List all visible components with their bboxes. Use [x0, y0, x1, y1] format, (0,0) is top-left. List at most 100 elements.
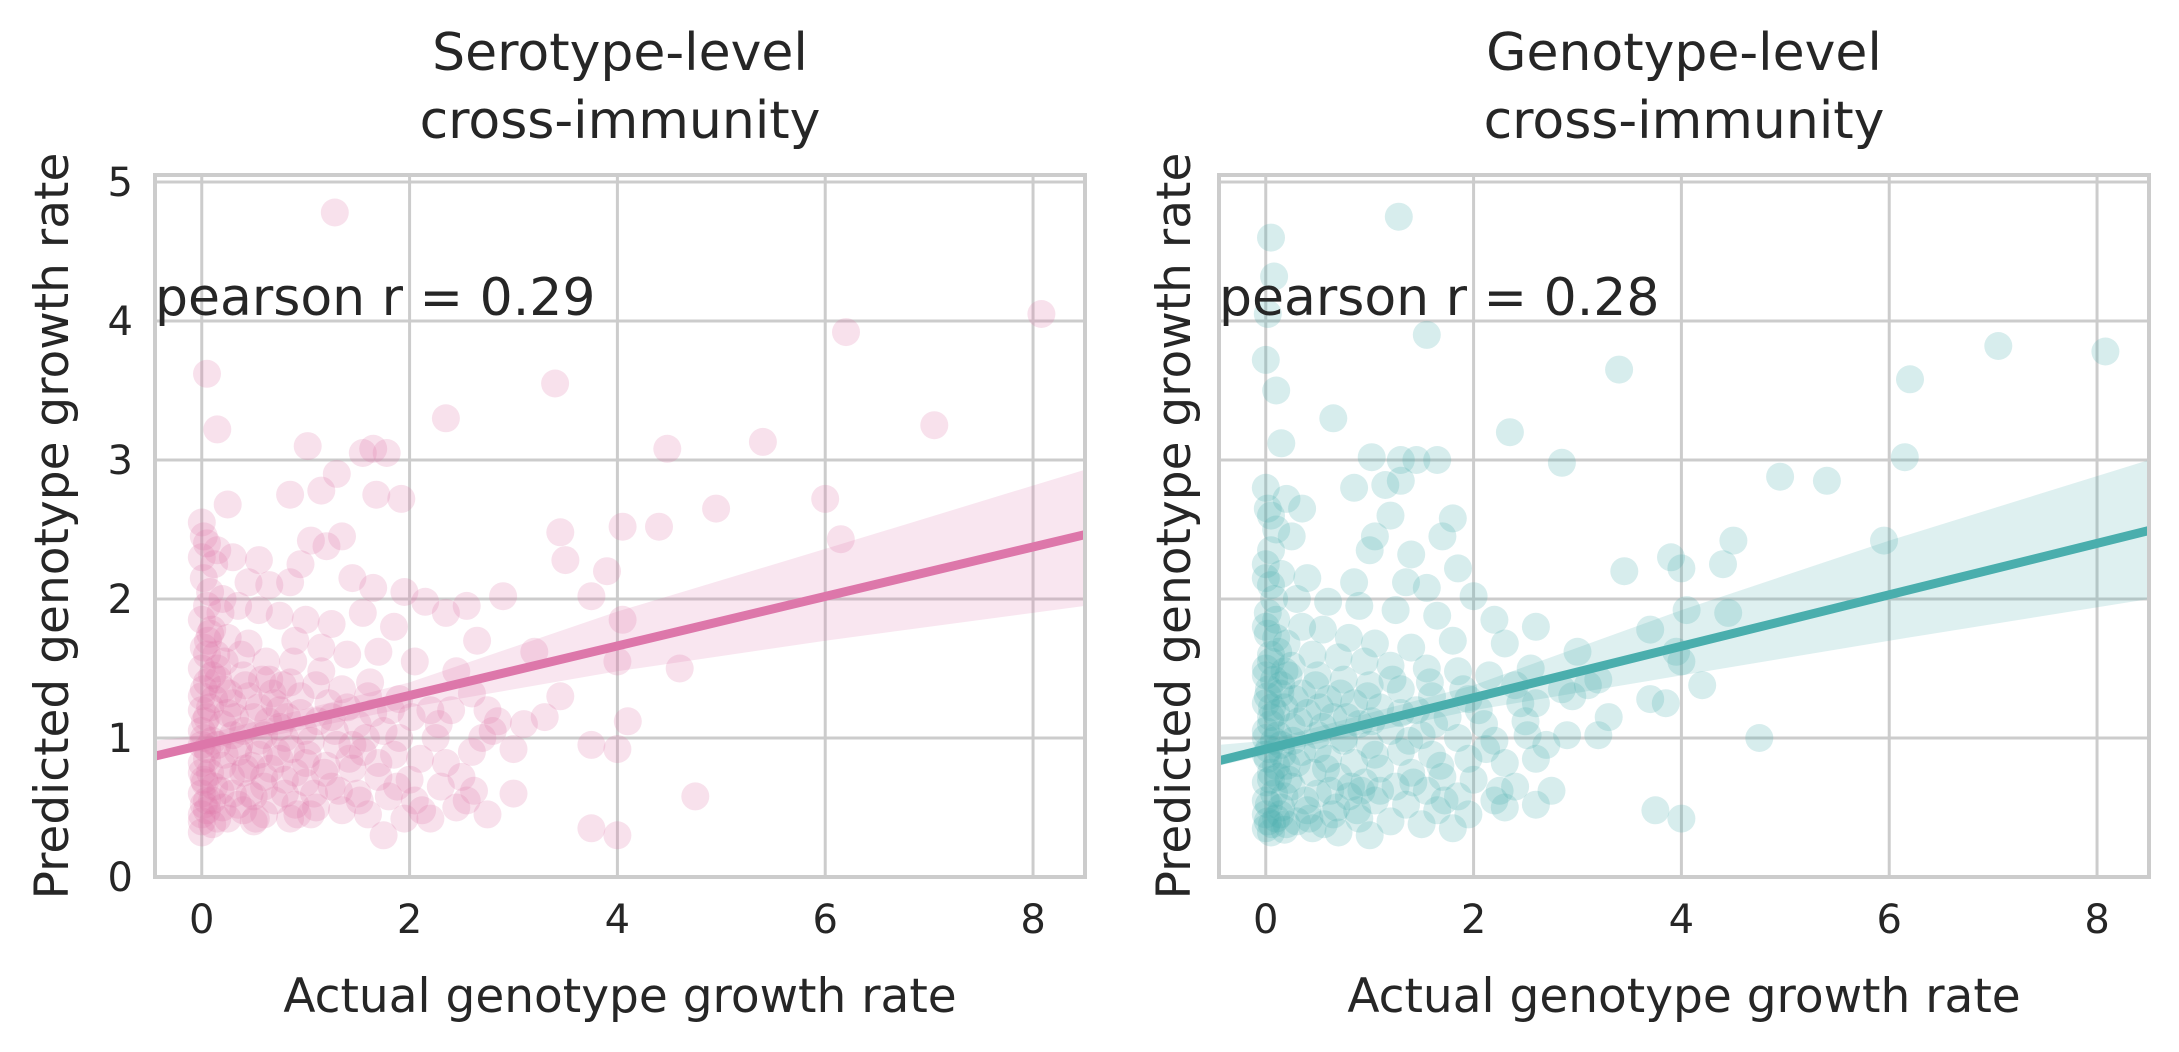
pearson-annotation: pearson r = 0.28: [1219, 268, 1659, 328]
scatter-point: [1285, 707, 1313, 736]
scatter-point: [1870, 526, 1898, 555]
scatter-point: [1257, 571, 1285, 600]
scatter-point: [1397, 633, 1426, 662]
scatter-point: [338, 754, 367, 783]
plot-frame: [1217, 173, 2151, 879]
y-tick-label: 5: [108, 160, 133, 206]
y-tick-label: 0: [108, 855, 133, 901]
scatter-point: [338, 730, 367, 759]
scatter-point: [603, 735, 632, 764]
scatter-point: [203, 654, 232, 683]
scatter-point: [1444, 782, 1472, 811]
scatter-point: [1438, 814, 1467, 843]
scatter-point: [1584, 721, 1613, 750]
scatter-point: [1558, 682, 1587, 711]
scatter-point: [577, 730, 606, 759]
scatter-point: [395, 765, 424, 794]
scatter-point: [1251, 689, 1280, 718]
scatter-point: [387, 484, 416, 513]
scatter-point: [1270, 815, 1299, 844]
scatter-point: [1262, 699, 1291, 727]
scatter-point: [1426, 751, 1455, 780]
scatter-point: [1386, 675, 1415, 704]
scatter-point: [1355, 671, 1384, 700]
scatter-point: [193, 640, 221, 669]
scatter-point: [1316, 776, 1345, 805]
scatter-point: [1672, 596, 1701, 625]
scatter-point: [1282, 749, 1311, 777]
scatter-point: [248, 665, 276, 694]
scatter-point: [406, 744, 434, 773]
chart-title-line-2: cross-immunity: [420, 91, 821, 151]
scatter-point: [1251, 473, 1280, 502]
scatter-point: [265, 601, 294, 630]
scatter-point: [279, 647, 308, 676]
scatter-point: [234, 682, 263, 711]
scatter-point: [1274, 661, 1303, 690]
scatter-point: [372, 439, 401, 467]
scatter-point: [1272, 629, 1301, 658]
scatter-point: [1984, 332, 2013, 360]
chart-title-line-1: Genotype-level: [1486, 23, 1882, 83]
scatter-point: [380, 612, 408, 641]
scatter-point: [270, 765, 299, 794]
scatter-point: [189, 675, 218, 704]
scatter-point: [260, 689, 289, 718]
scatter-point: [1355, 821, 1384, 850]
scatter-point: [189, 765, 218, 794]
scatter-point: [369, 821, 398, 850]
scatter-point: [1257, 710, 1285, 739]
x-tick-label: 4: [1669, 897, 1694, 943]
scatter-point: [1277, 772, 1306, 801]
scatter-point: [231, 671, 260, 700]
scatter-point: [499, 735, 528, 764]
scatter-point: [1301, 671, 1330, 700]
scatter-point: [286, 682, 315, 711]
scatter-point: [1272, 751, 1301, 780]
scatter-point: [1326, 679, 1355, 708]
scatter-point: [1384, 202, 1413, 231]
scatter-point: [1340, 568, 1369, 597]
scatter-point: [216, 762, 245, 791]
plot-frame: [153, 173, 1087, 879]
scatter-point: [416, 804, 445, 833]
scatter-point: [1651, 689, 1680, 718]
scatter-point: [1308, 615, 1337, 644]
scatter-point: [1714, 598, 1743, 627]
scatter-point: [1262, 515, 1291, 544]
scatter-point: [1357, 443, 1386, 472]
scatter-point: [1521, 612, 1550, 641]
panel-serotype: Serotype-level cross-immunity 0 2 4 6 8 0 1 2 3…: [25, 23, 1087, 1024]
scatter-point: [276, 804, 305, 833]
scatter-point: [1719, 526, 1748, 555]
scatter-point: [390, 804, 419, 833]
scatter-point: [1378, 665, 1407, 694]
scatter-point: [239, 703, 268, 732]
scatter-point: [1636, 615, 1665, 644]
scatter-point: [270, 779, 299, 808]
scatter-point: [348, 439, 377, 467]
scatter-point: [1258, 810, 1286, 839]
scatter-point: [1376, 807, 1405, 836]
scatter-point: [593, 557, 621, 586]
scatter-point: [265, 744, 294, 773]
scatter-point: [291, 749, 320, 777]
scatter-point: [345, 786, 374, 815]
scatter-point: [193, 529, 221, 558]
scatter-point: [1334, 782, 1363, 811]
scatter-point: [530, 703, 559, 732]
scatter-point: [1274, 765, 1303, 794]
scatter-point: [1495, 418, 1524, 447]
scatter-point: [681, 782, 710, 811]
scatter-point: [1254, 675, 1283, 704]
scatter-point: [577, 582, 606, 611]
scatter-point: [1254, 790, 1283, 819]
scatter-point: [1423, 446, 1452, 474]
scatter-point: [1454, 800, 1483, 829]
scatter-point: [1298, 640, 1327, 669]
scatter-point: [1547, 675, 1576, 704]
scatter-point: [1397, 540, 1426, 569]
scatter-point: [463, 626, 492, 655]
scatter-point: [1253, 494, 1282, 523]
